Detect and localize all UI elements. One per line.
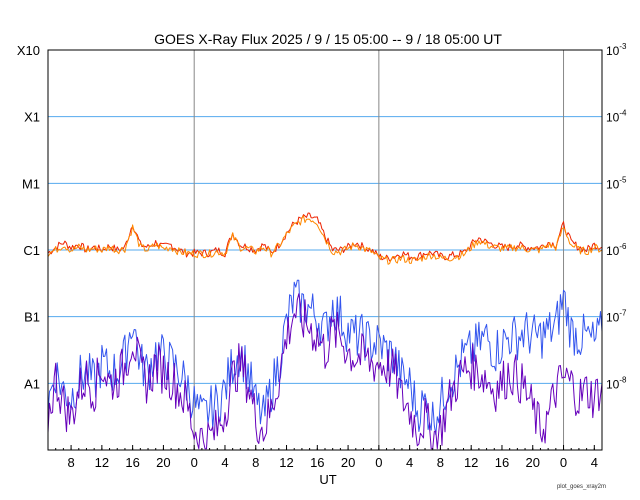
x-tick-label: 20 <box>526 455 540 470</box>
left-axis-label: C1 <box>23 243 40 258</box>
chart-title: GOES X-Ray Flux 2025 / 9 / 15 05:00 -- 9… <box>154 31 502 47</box>
left-axis-label: X1 <box>24 110 40 125</box>
series-line-long-secondary <box>47 215 603 265</box>
x-tick-label: 0 <box>375 455 382 470</box>
x-tick-label: 12 <box>95 455 109 470</box>
series-lines <box>47 212 603 450</box>
right-axis-label: 10-8 <box>606 375 627 391</box>
x-tick-label: 4 <box>221 455 228 470</box>
x-tick-label: 4 <box>406 455 413 470</box>
x-axis-label: UT <box>319 472 336 487</box>
x-tick-label: 20 <box>341 455 355 470</box>
x-tick-label: 16 <box>495 455 509 470</box>
left-axis-label: X10 <box>17 43 40 58</box>
x-axis-ticks: 8 12 16 20 0 4 8 12 16 20 0 4 8 12 16 20 0 4 <box>55 445 598 470</box>
series-line-short-secondary <box>47 293 603 450</box>
series-line-short-primary <box>47 279 603 436</box>
right-axis-label: 10-4 <box>606 109 627 125</box>
right-axis-label: 10-5 <box>606 175 627 191</box>
left-axis-labels: X10 X1 M1 C1 B1 A1 <box>17 43 40 391</box>
x-tick-label: 8 <box>437 455 444 470</box>
x-tick-label: 12 <box>279 455 293 470</box>
grid-lines <box>48 50 602 450</box>
x-tick-label: 0 <box>191 455 198 470</box>
left-axis-label: B1 <box>24 310 40 325</box>
series-line-long-primary <box>47 212 603 262</box>
x-tick-label: 8 <box>252 455 259 470</box>
x-tick-label: 4 <box>591 455 598 470</box>
right-axis-label: 10-7 <box>606 309 627 325</box>
plot-credit: plot_goes_xray2m <box>557 484 606 490</box>
right-axis-label: 10-3 <box>606 42 627 58</box>
right-axis-label: 10-6 <box>606 242 627 258</box>
x-tick-label: 16 <box>125 455 139 470</box>
x-tick-label: 0 <box>560 455 567 470</box>
x-tick-label: 20 <box>156 455 170 470</box>
left-axis-label: M1 <box>22 176 40 191</box>
x-tick-label: 12 <box>464 455 478 470</box>
x-tick-label: 16 <box>310 455 324 470</box>
x-tick-label: 8 <box>67 455 74 470</box>
left-axis-label: A1 <box>24 376 40 391</box>
right-axis-labels: 10-3 10-4 10-5 10-6 10-7 10-8 <box>606 42 627 391</box>
